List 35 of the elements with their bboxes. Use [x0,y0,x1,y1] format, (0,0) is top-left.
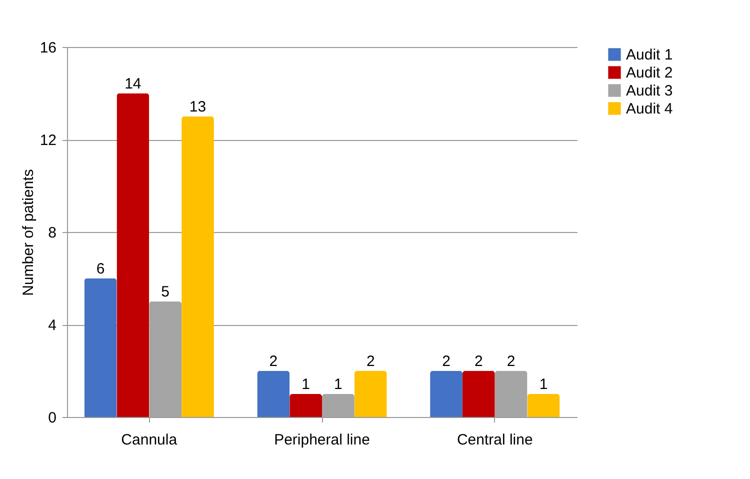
y-tick-label: 0 [48,410,56,426]
data-label: 2 [442,352,450,370]
bar [430,370,462,417]
data-label: 2 [366,352,375,370]
y-tick-label: 8 [48,224,56,242]
y-axis-title: Number of patients [20,169,37,296]
data-label: 1 [334,376,342,393]
bar [116,93,150,417]
data-label: 2 [474,352,483,370]
x-tick-label: Peripheral line [274,432,370,448]
data-label: 2 [506,352,516,370]
legend-label: Audit 2 [626,64,673,82]
y-tick-label: 4 [48,317,56,334]
bar [84,278,117,417]
bar [182,116,214,417]
data-label: 1 [302,376,310,393]
data-label: 5 [161,283,170,300]
data-label: 2 [269,352,278,370]
legend-label: Audit 4 [626,100,673,118]
bar [494,370,528,417]
bar [257,370,290,417]
x-tick-label: Central line [456,432,533,448]
y-tick-label: 16 [40,40,56,56]
data-label: 6 [96,260,105,278]
bar [354,370,387,417]
y-tick-label: 12 [40,132,56,149]
bar [290,394,322,417]
legend-label: Audit 1 [626,46,673,64]
data-label: 1 [539,376,548,393]
x-tick-label: Cannula [121,432,178,448]
bar [527,394,560,417]
bar [462,370,495,417]
legend-label: Audit 3 [626,82,673,100]
data-label: 13 [189,98,206,116]
data-label: 14 [124,75,142,92]
